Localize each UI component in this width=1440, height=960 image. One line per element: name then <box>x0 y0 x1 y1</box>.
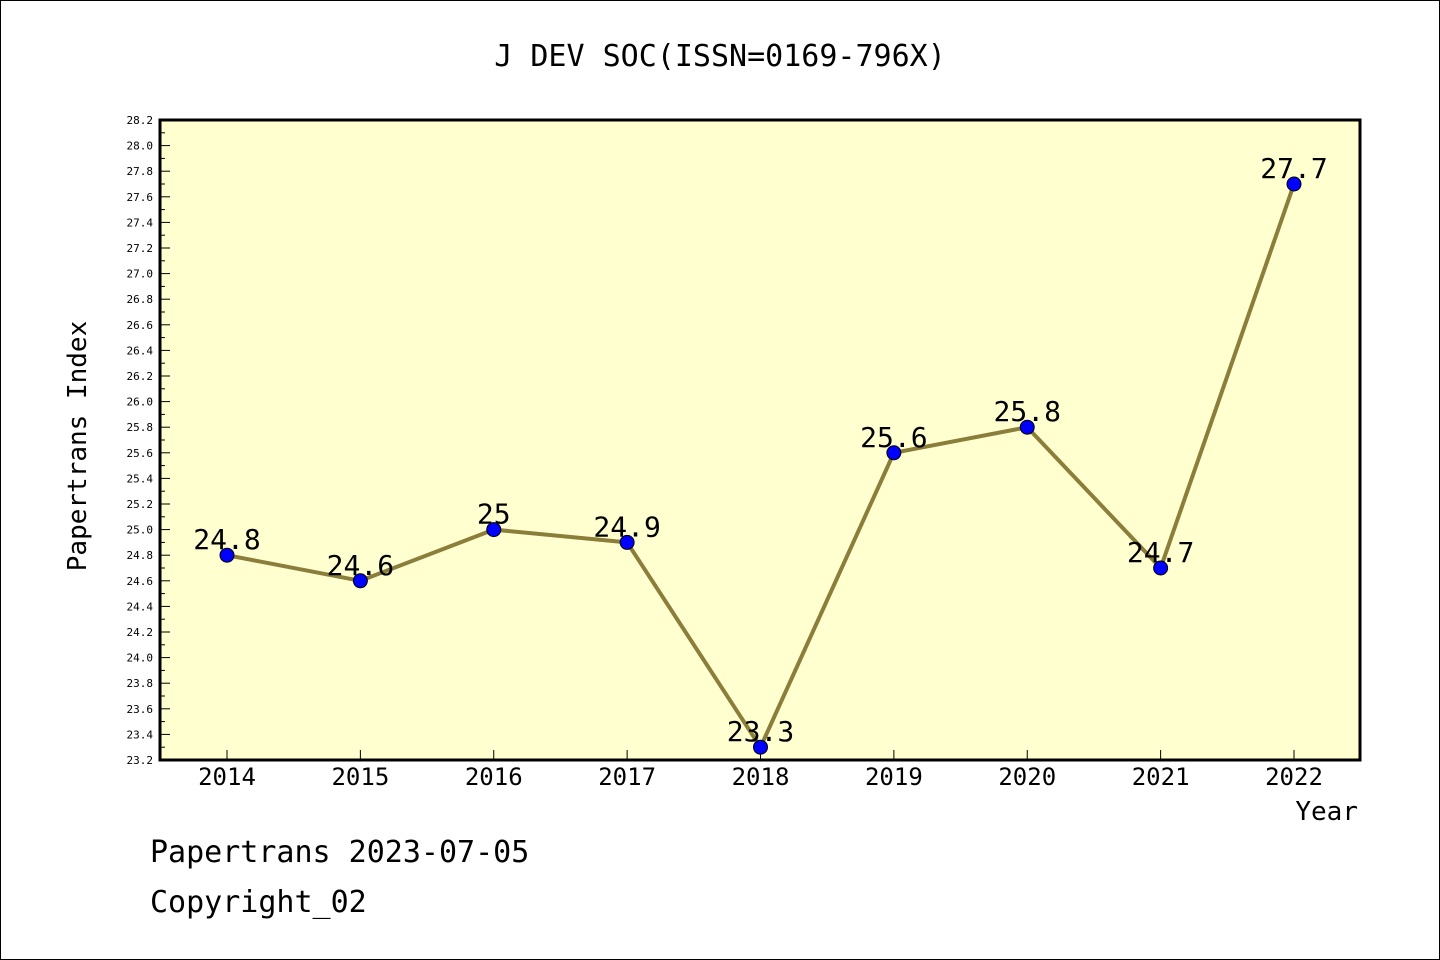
data-point <box>1286 176 1302 192</box>
x-tick-label: 2018 <box>732 763 790 791</box>
x-tick-label: 2022 <box>1265 763 1323 791</box>
data-label: 27.7 <box>1260 152 1327 185</box>
y-tick-label: 27.6 <box>127 191 154 204</box>
y-tick-label: 25.0 <box>127 524 154 537</box>
x-tick-label: 2020 <box>998 763 1056 791</box>
plot-area <box>158 118 1362 762</box>
data-label: 23.3 <box>727 715 794 748</box>
y-tick-label: 24.8 <box>127 549 154 562</box>
y-tick-label: 28.2 <box>127 114 154 127</box>
data-point <box>486 522 502 538</box>
x-tick-label: 2019 <box>865 763 923 791</box>
y-tick-label: 24.6 <box>127 575 154 588</box>
data-labels: 24.8 24.6 25 24.9 23.3 25.6 25.8 24.7 27.7 <box>193 152 1327 748</box>
x-axis-label: Year <box>1295 797 1358 827</box>
chart-title: J DEV SOC(ISSN=0169-796X) <box>494 39 946 74</box>
y-tick-label: 23.4 <box>127 728 154 741</box>
x-tick-label: 2017 <box>598 763 656 791</box>
series-markers <box>219 176 1302 755</box>
data-label: 24.8 <box>193 523 260 556</box>
data-point <box>1153 560 1169 576</box>
data-label: 24.7 <box>1127 536 1194 569</box>
y-tick-label: 24.0 <box>127 652 154 665</box>
y-tick-label: 24.2 <box>127 626 154 639</box>
data-label: 25.8 <box>994 395 1061 428</box>
data-label: 24.9 <box>593 510 660 543</box>
footer-copyright-line: Copyright_02 <box>150 885 367 920</box>
x-tick-label: 2016 <box>465 763 523 791</box>
data-point <box>753 739 768 755</box>
data-point <box>619 534 635 550</box>
data-point <box>1019 419 1035 435</box>
y-tick-label: 26.4 <box>127 344 154 357</box>
y-tick-label: 28.0 <box>127 140 154 153</box>
y-tick-label: 23.6 <box>127 703 154 716</box>
y-tick-label: 27.8 <box>127 165 154 178</box>
data-label: 25.6 <box>860 421 927 454</box>
y-tick-label: 25.2 <box>127 498 154 511</box>
data-label: 24.6 <box>327 549 394 582</box>
data-label: 25 <box>477 498 511 531</box>
y-tick-label: 25.4 <box>127 472 154 485</box>
y-tick-label: 25.8 <box>127 421 154 434</box>
y-axis: 23.2 23.4 23.6 23.8 24.0 24.2 24.4 24.6 24.8 25.0… <box>127 114 170 767</box>
data-point <box>886 445 902 461</box>
y-tick-label: 26.6 <box>127 319 154 332</box>
x-tick-label: 2015 <box>331 763 389 791</box>
y-tick-label: 25.6 <box>127 447 154 460</box>
data-point <box>219 547 235 563</box>
y-tick-label: 26.8 <box>127 293 154 306</box>
x-axis: 2014 2015 2016 2017 2018 2019 2020 2021 2022 <box>198 750 1323 791</box>
y-tick-label: 27.0 <box>127 268 154 281</box>
y-tick-label: 26.0 <box>127 396 154 409</box>
y-tick-label: 24.4 <box>127 600 154 613</box>
data-point <box>352 573 368 589</box>
y-axis-label: Papertrans Index <box>63 321 93 571</box>
y-tick-label: 23.2 <box>127 754 154 767</box>
footer-date-line: Papertrans 2023-07-05 <box>150 835 530 870</box>
x-tick-label: 2014 <box>198 763 256 791</box>
y-tick-label: 23.8 <box>127 677 154 690</box>
y-tick-label: 27.4 <box>127 216 154 229</box>
y-tick-label: 27.2 <box>127 242 154 255</box>
y-tick-label: 26.2 <box>127 370 154 383</box>
x-tick-label: 2021 <box>1132 763 1190 791</box>
